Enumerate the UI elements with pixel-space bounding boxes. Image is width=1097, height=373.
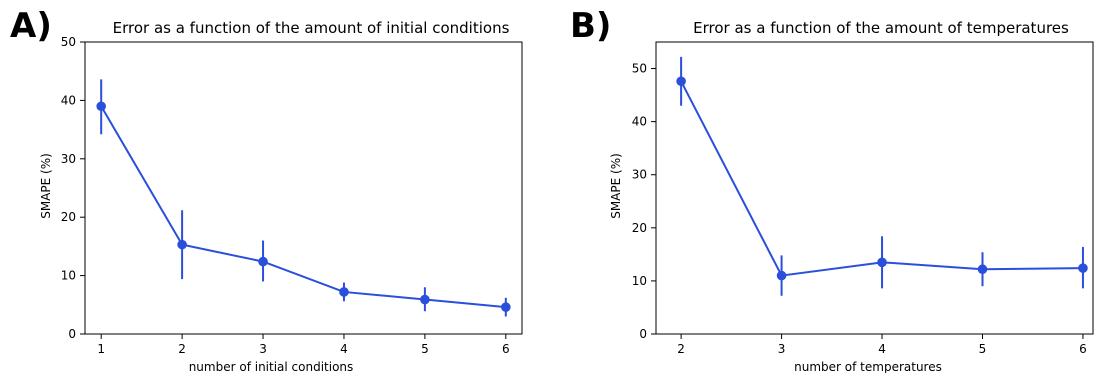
y-tick-label-a-0: 0 [68, 327, 76, 341]
x-axis-label-b: number of temperatures [794, 360, 942, 373]
axes-frame-b [655, 41, 1094, 335]
x-axis-label-a: number of initial conditions [189, 360, 354, 373]
panel-label-a: A) [10, 6, 52, 46]
data-point-a-1 [177, 239, 187, 250]
data-point-a-3 [339, 287, 349, 297]
x-tick-label-a-4: 5 [421, 342, 429, 356]
y-tick-label-b-2: 20 [632, 221, 647, 235]
x-tick-label-a-1: 2 [178, 342, 186, 356]
chart-title-a: Error as a function of the amount of ini… [113, 19, 510, 37]
x-tick-label-b-4: 6 [1079, 342, 1087, 356]
data-point-b-3 [977, 264, 988, 275]
data-point-a-2 [258, 256, 268, 267]
panel-a: A) Error as a function of the amount of … [10, 6, 523, 373]
y-tick-label-a-3: 30 [61, 152, 76, 166]
data-point-b-0 [676, 76, 686, 87]
data-point-a-0 [96, 101, 106, 112]
y-axis-label-a: SMAPE (%) [39, 153, 53, 219]
x-tick-label-b-1: 3 [778, 342, 786, 356]
axes-frame-a [84, 41, 523, 335]
series-line-a [100, 105, 506, 309]
panel-label-b: B) [570, 6, 611, 46]
data-point-b-2 [877, 257, 887, 268]
y-tick-label-b-5: 50 [632, 62, 647, 76]
y-tick-label-a-5: 50 [61, 35, 76, 49]
y-tick-label-b-3: 30 [632, 168, 647, 182]
marks-b [676, 56, 1088, 296]
ticks-a: 1 2 3 4 5 6 0 10 20 30 40 50 [61, 35, 510, 356]
x-tick-label-b-2: 4 [878, 342, 886, 356]
data-point-b-4 [1078, 263, 1088, 273]
panel-b: B) Error as a function of the amount of … [570, 6, 1094, 373]
ticks-b: 2 3 4 5 6 0 10 20 30 40 50 [632, 62, 1087, 356]
chart-title-b: Error as a function of the amount of tem… [693, 19, 1069, 37]
y-axis-label-b: SMAPE (%) [609, 153, 623, 219]
x-tick-label-a-0: 1 [97, 342, 105, 356]
y-tick-label-b-1: 10 [632, 274, 647, 288]
data-point-b-1 [776, 270, 787, 281]
x-tick-label-a-2: 3 [259, 342, 267, 356]
y-tick-label-b-0: 0 [639, 327, 647, 341]
data-point-a-5 [501, 302, 511, 312]
data-point-a-4 [420, 294, 430, 305]
marks-a [96, 79, 511, 317]
x-tick-label-a-5: 6 [502, 342, 510, 356]
y-tick-label-a-2: 20 [61, 210, 76, 224]
y-tick-label-b-4: 40 [632, 115, 647, 129]
x-tick-label-b-0: 2 [677, 342, 685, 356]
y-tick-label-a-1: 10 [61, 269, 76, 283]
x-tick-label-b-3: 5 [979, 342, 987, 356]
x-tick-label-a-3: 4 [340, 342, 348, 356]
y-tick-label-a-4: 40 [61, 93, 76, 107]
